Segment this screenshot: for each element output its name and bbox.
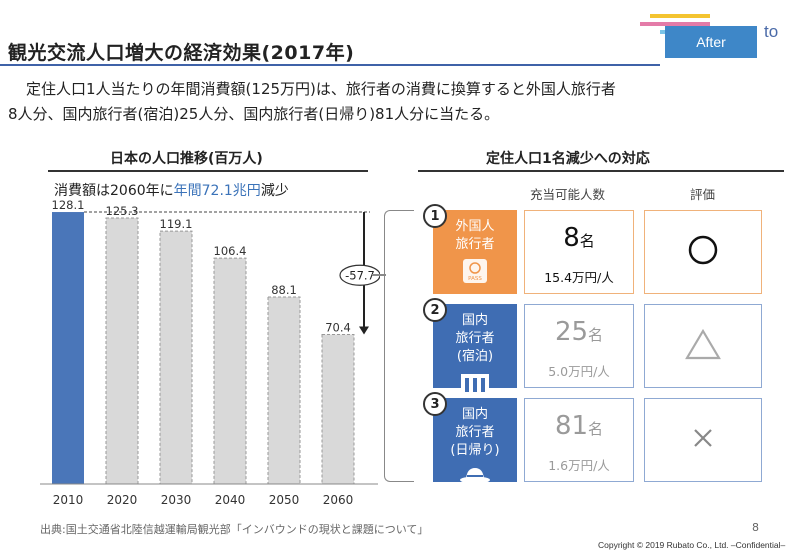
row-spend: 5.0万円/人: [548, 364, 610, 379]
right-section-heading: 定住人口1名減少への対応: [486, 151, 650, 167]
chart-note-highlight: 年間72.1兆円: [173, 183, 261, 199]
row-label-box: 国内 旅行者 (日帰り): [433, 398, 517, 484]
value-label-2040: 106.4: [214, 244, 247, 258]
value-label-2030: 119.1: [160, 217, 193, 231]
row-count-cell: 8名 15.4万円/人: [524, 210, 634, 294]
bar-2050: [267, 296, 301, 485]
tick-label-2010: 2010: [53, 493, 84, 507]
evaluation-mark: [681, 324, 725, 368]
bar-2060: [321, 334, 355, 485]
column-header-evaluation: 評価: [690, 187, 716, 202]
source-note: 出典:国土交通省北陸信越運輸局観光部「インバウンドの現状と課題について」: [40, 523, 429, 536]
value-label-2020: 125.3: [106, 204, 139, 218]
row-label-text: 外国人 旅行者: [455, 219, 495, 252]
row-evaluation-cell: [644, 210, 762, 294]
row-number-badge: 1: [423, 204, 447, 228]
page-number: 8: [752, 521, 759, 534]
tick-label-2060: 2060: [323, 493, 354, 507]
chart-note-pre: 消費額は2060年に: [54, 183, 174, 199]
left-heading-rule: [48, 170, 368, 172]
value-label-2060: 70.4: [325, 321, 351, 335]
row-count: 81名: [554, 411, 604, 441]
difference-oval: [339, 264, 380, 286]
tick-label-2030: 2030: [161, 493, 192, 507]
row-spend: 15.4万円/人: [544, 270, 614, 285]
chart-note: 消費額は2060年に年間72.1兆円減少: [54, 180, 289, 200]
page-title: 観光交流人口増大の経済効果(2017年): [8, 42, 355, 64]
row-count: 8名: [563, 223, 595, 253]
row-number-badge: 2: [423, 298, 447, 322]
copyright: Copyright © 2019 Rubato Co., Ltd. –Confi…: [598, 540, 786, 550]
row-evaluation-cell: [644, 398, 762, 482]
row-evaluation-cell: [644, 304, 762, 388]
value-label-2010: 128.1: [52, 198, 85, 212]
svg-text:PASS: PASS: [468, 276, 482, 282]
bar-2010: [52, 212, 84, 484]
bracket-connector: [384, 210, 414, 482]
chart-note-post: 減少: [260, 183, 289, 199]
row-label-box: 外国人 旅行者 PASS: [433, 210, 517, 294]
difference-arrow-head: [359, 326, 369, 335]
row-number-badge: 3: [423, 392, 447, 416]
value-label-2050: 88.1: [271, 283, 297, 297]
evaluation-mark: [683, 230, 723, 274]
hotel-building-icon: [433, 370, 517, 394]
row-label-box: 国内 旅行者 (宿泊): [433, 304, 517, 394]
passport-icon: PASS: [433, 258, 517, 284]
tick-label-2050: 2050: [269, 493, 300, 507]
title-underline: [0, 64, 660, 66]
row-spend: 1.6万円/人: [548, 458, 610, 473]
intro-line-2: 8人分、国内旅行者(宿泊)25人分、国内旅行者(日帰り)81人分に当たる。: [8, 105, 500, 123]
tick-label-2020: 2020: [107, 493, 138, 507]
tick-label-2040: 2040: [215, 493, 246, 507]
column-header-count: 充当可能人数: [530, 187, 606, 202]
left-section-heading: 日本の人口推移(百万人): [110, 151, 263, 167]
bar-2030: [159, 230, 193, 485]
hat-icon: [433, 464, 517, 484]
row-count-cell: 25名 5.0万円/人: [524, 304, 634, 388]
after-badge: After: [665, 26, 757, 58]
row-label-text: 国内 旅行者 (日帰り): [450, 407, 500, 458]
row-label-text: 国内 旅行者 (宿泊): [455, 313, 495, 364]
intro-line-1: 定住人口1人当たりの年間消費額(125万円)は、旅行者の消費に換算すると外国人旅…: [26, 80, 616, 98]
row-count: 25名: [554, 317, 604, 347]
difference-label: -57.7: [345, 268, 375, 282]
bar-2020: [105, 217, 139, 485]
intro-text: 定住人口1人当たりの年間消費額(125万円)は、旅行者の消費に換算すると外国人旅…: [8, 77, 798, 127]
population-bar-chart: 128.1 2010 125.3 2020 119.1 2030 106.4 2040 88.1…: [40, 198, 380, 507]
bar-2040: [213, 257, 247, 485]
evaluation-mark: [683, 418, 723, 462]
row-count-cell: 81名 1.6万円/人: [524, 398, 634, 482]
bracket-tip: [372, 274, 386, 276]
logo-text: to: [764, 22, 779, 41]
right-heading-rule: [418, 170, 784, 172]
